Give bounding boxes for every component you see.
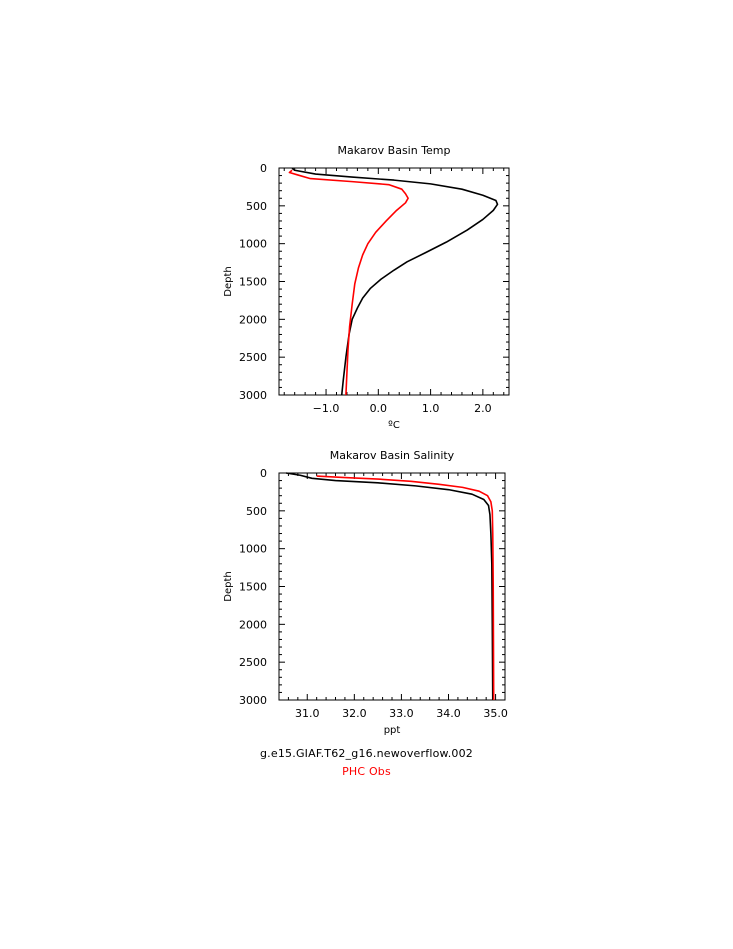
salinity-panel: Makarov Basin Salinity 0 500 1000 1500 2000 25… [223, 449, 508, 736]
sal-y-axis-label: Depth [223, 571, 234, 601]
temp-x-tick-label: 2.0 [474, 402, 492, 415]
sal-y-tick-label: 2000 [239, 618, 267, 631]
temp-y-tick-label: 2500 [239, 351, 267, 364]
temp-y-axis-label: Depth [223, 266, 234, 296]
sal-x-tick-label: 31.0 [295, 707, 320, 720]
legend-obs-label: PHC Obs [342, 765, 391, 778]
sal-y-tick-label: 2500 [239, 656, 267, 669]
sal-y-tick-label: 0 [260, 467, 267, 480]
temp-x-tick-label: −1.0 [313, 402, 340, 415]
sal-y-tick-label: 1000 [239, 543, 267, 556]
temp-y-tick-label: 500 [246, 200, 267, 213]
sal-series-line-model [285, 472, 494, 701]
temp-y-tick-label: 2000 [239, 313, 267, 326]
temp-x-axis-label: ºC [388, 420, 400, 431]
sal-chart-title: Makarov Basin Salinity [330, 449, 455, 462]
sal-x-tick-label: 32.0 [342, 707, 367, 720]
temp-series-line-model [291, 167, 499, 396]
temperature-panel: Makarov Basin Temp 0 500 1000 1500 2000 2500 30… [223, 144, 510, 431]
sal-x-axis-label: ppt [384, 725, 401, 736]
temp-chart-title: Makarov Basin Temp [337, 144, 450, 157]
sal-y-tick-label: 1500 [239, 581, 267, 594]
sal-x-tick-label: 33.0 [389, 707, 414, 720]
temp-x-tick-label: 0.0 [370, 402, 388, 415]
sal-plot-frame [278, 472, 506, 701]
sal-y-tick-label: 3000 [239, 694, 267, 707]
temp-plot-frame [278, 167, 510, 396]
temp-y-tick-label: 3000 [239, 389, 267, 402]
sal-x-tick-label: 35.0 [483, 707, 508, 720]
temp-y-tick-label: 0 [260, 162, 267, 175]
legend-model-label: g.e15.GIAF.T62_g16.newoverflow.002 [260, 747, 473, 760]
temp-y-tick-label: 1000 [239, 238, 267, 251]
temp-x-tick-label: 1.0 [422, 402, 440, 415]
temp-y-tick-label: 1500 [239, 276, 267, 289]
sal-series-line-obs [316, 475, 495, 701]
sal-x-tick-label: 34.0 [436, 707, 461, 720]
temp-series-line-obs [288, 169, 409, 396]
sal-y-tick-label: 500 [246, 505, 267, 518]
